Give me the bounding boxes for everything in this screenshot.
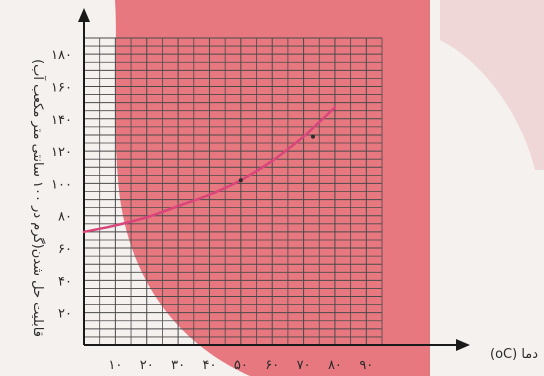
y-tick-label: ۱۰۰ <box>51 177 72 192</box>
curve-marker <box>310 134 315 139</box>
y-axis-arrow <box>78 8 90 22</box>
x-tick-label: ۱۰ <box>108 358 122 373</box>
solubility-curve <box>82 106 337 234</box>
y-tick-label: ۶۰ <box>58 242 72 257</box>
marker-layer <box>238 134 315 183</box>
x-tick-label: ۸۰ <box>328 358 342 373</box>
x-axis-arrow <box>456 339 470 351</box>
x-tick-label: ۴۰ <box>202 358 216 373</box>
x-tick-label: ۷۰ <box>297 358 311 373</box>
x-tick-label: ۶۰ <box>265 358 279 373</box>
x-tick-label: ۹۰ <box>359 358 373 373</box>
chart-axes <box>78 8 470 351</box>
y-axis-title: قابلیت حل شدن(گرم در ۱۰۰ سانتی متر مکعب … <box>30 59 47 337</box>
x-tick-label: ۵۰ <box>234 358 248 373</box>
y-tick-label: ۱۸۰ <box>51 48 72 63</box>
y-axis-ticks: ۲۰ ۴۰ ۶۰ ۸۰ ۱۰۰ ۱۲۰ ۱۴۰ ۱۶۰ ۱۸۰ <box>51 48 72 322</box>
watermark <box>115 0 544 376</box>
y-tick-label: ۲۰ <box>58 307 72 322</box>
y-tick-label: ۱۲۰ <box>51 145 72 160</box>
y-tick-label: ۱۶۰ <box>51 80 72 95</box>
x-axis-ticks: ۱۰ ۲۰ ۳۰ ۴۰ ۵۰ ۶۰ ۷۰ ۸۰ ۹۰ <box>108 358 373 373</box>
y-tick-label: ۱۴۰ <box>51 113 72 128</box>
solubility-curve-layer <box>82 106 337 234</box>
x-tick-label: ۲۰ <box>140 358 154 373</box>
x-axis-title: (oC) دما <box>490 347 538 362</box>
y-tick-label: ۴۰ <box>58 274 72 289</box>
curve-marker <box>238 178 243 183</box>
x-tick-label: ۳۰ <box>171 358 185 373</box>
chart-grid <box>84 37 383 345</box>
y-tick-label: ۸۰ <box>58 210 72 225</box>
